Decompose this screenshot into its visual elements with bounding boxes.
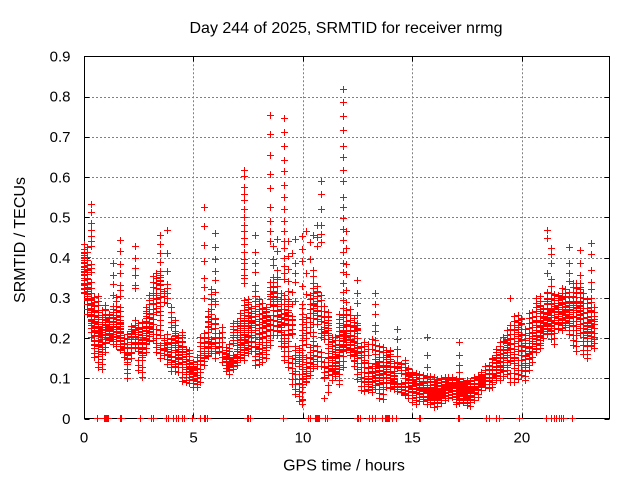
svg-text:15: 15 [404,430,421,447]
svg-text:0.3: 0.3 [50,290,71,307]
svg-text:0.5: 0.5 [50,210,71,227]
svg-text:0: 0 [80,430,88,447]
svg-text:GPS time / hours: GPS time / hours [283,458,405,475]
svg-text:0.7: 0.7 [50,129,71,146]
svg-text:0.1: 0.1 [50,371,71,388]
svg-text:5: 5 [189,430,197,447]
svg-text:0.4: 0.4 [50,250,71,267]
svg-text:10: 10 [295,430,312,447]
svg-text:SRMTID / TECUs: SRMTID / TECUs [12,177,29,303]
svg-text:0: 0 [62,411,70,428]
svg-text:0.9: 0.9 [50,49,71,66]
svg-text:Day 244 of 2025, SRMTID for re: Day 244 of 2025, SRMTID for receiver nrm… [189,20,502,37]
svg-text:20: 20 [514,430,531,447]
svg-text:0.6: 0.6 [50,169,71,186]
svg-text:0.8: 0.8 [50,89,71,106]
svg-text:0.2: 0.2 [50,330,71,347]
